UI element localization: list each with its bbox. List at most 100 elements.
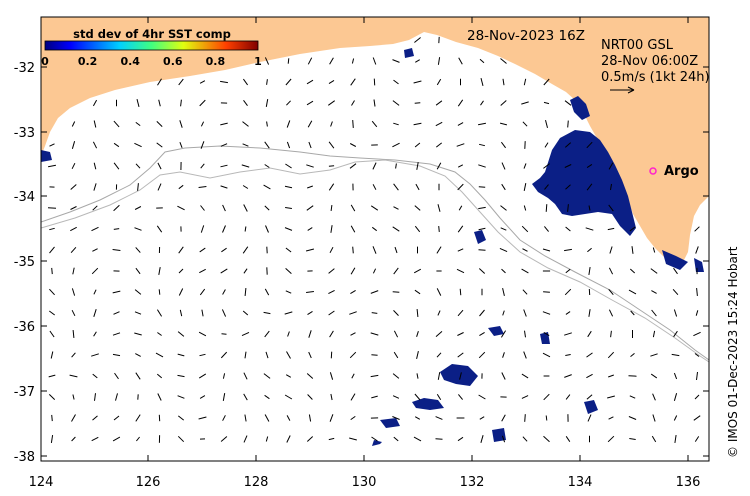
y-tick-label: -35 [14,255,35,270]
current-vector [522,121,528,127]
current-vector [308,351,312,359]
current-vector [393,436,399,442]
current-vector [629,438,636,440]
current-vector [370,332,379,336]
current-vector [502,310,505,316]
current-vector [393,183,399,191]
current-vector [479,331,485,337]
current-vector [416,162,419,170]
current-vector [112,436,121,442]
current-vector [266,79,268,85]
current-vector [285,78,292,86]
current-vector [222,289,226,295]
current-vector [673,372,678,380]
current-vector [393,122,399,126]
current-vector [500,330,507,338]
current-vector [156,225,163,233]
current-vector [414,393,421,401]
product-label: NRT00 GSL [601,38,674,53]
current-vector [134,332,142,336]
current-vector [395,163,397,169]
current-vector [457,164,464,168]
current-vector [522,436,528,442]
current-vector [156,142,163,148]
current-vector [92,205,98,211]
current-vector [198,373,207,379]
current-vector [220,351,228,359]
current-vector [93,120,97,128]
current-vector [135,121,141,127]
current-vector [459,372,462,380]
current-vector [478,351,486,359]
current-vector [545,204,548,212]
current-vector [630,353,635,357]
current-vector [564,142,572,148]
current-vector [286,415,291,421]
current-vector [93,162,97,170]
current-vector [286,141,291,149]
current-vector [501,162,506,170]
current-vector [199,395,206,399]
current-vector [157,162,162,170]
current-vector [607,395,615,399]
current-vector [328,79,335,85]
current-vector [479,416,485,420]
current-vector [414,416,421,420]
current-vector [414,289,421,295]
current-vector [306,291,314,293]
current-vector [199,80,206,84]
current-vector [179,120,183,128]
current-vector [47,164,57,168]
current-vector [413,268,422,274]
colorbar-gradient [44,40,259,51]
current-vector [671,353,680,357]
current-vector [134,311,142,315]
current-vector [416,309,419,317]
current-vector [435,416,443,420]
current-vector [628,289,637,295]
current-vector [436,246,442,254]
current-vector [241,331,250,337]
current-vector [522,248,528,252]
current-vector [350,78,356,86]
current-vector [564,164,572,168]
current-vector [393,267,399,275]
current-vector [264,414,270,422]
current-vector [177,415,185,421]
current-vector [72,330,75,338]
current-vector [567,204,569,212]
colorbar-tick-label: 0.2 [78,55,98,68]
current-vector [329,57,334,65]
current-vector [242,310,249,316]
current-vector [564,332,572,336]
current-vector [587,330,592,338]
current-vector [437,57,441,65]
current-vector [308,330,312,338]
argo-marker[interactable] [649,167,657,175]
current-vector [629,268,636,274]
current-vector [135,372,141,380]
current-vector [328,289,335,295]
current-vector [543,78,550,86]
current-vector [92,373,98,379]
current-vector [93,309,97,317]
current-vector [70,206,77,210]
current-vector [350,289,356,295]
current-vector [500,205,507,211]
current-vector [113,120,120,128]
current-vector [91,267,99,275]
current-vector [328,437,335,441]
current-vector [306,79,314,85]
current-vector [242,121,249,127]
current-vector [585,227,594,231]
current-vector [328,268,335,274]
current-vector [414,205,421,211]
current-vector [351,100,355,106]
current-vector [222,393,226,401]
current-vector [694,226,700,232]
current-vector [459,288,462,296]
current-vector [413,80,422,84]
current-vector [393,206,399,210]
colorbar-tick-label: 0.8 [206,55,226,68]
current-vector [177,435,185,443]
